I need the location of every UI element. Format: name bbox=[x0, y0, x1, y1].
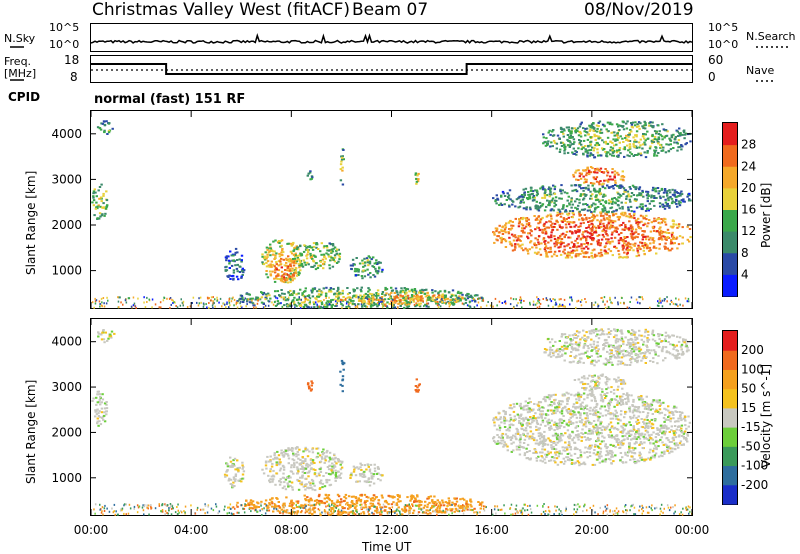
data-region-power-0 bbox=[91, 183, 109, 220]
y-tick-label: 4000 bbox=[51, 335, 82, 349]
velocity-colorbar-tick: 50 bbox=[741, 382, 756, 396]
data-region-velocity-3 bbox=[261, 446, 344, 492]
velocity-colorbar-tick: 15 bbox=[741, 401, 756, 415]
velocity-swatch bbox=[723, 331, 737, 351]
power-swatch bbox=[723, 274, 737, 297]
x-axis-label: Time UT bbox=[362, 540, 412, 554]
power-swatch bbox=[723, 166, 737, 189]
ground-scatter-power bbox=[91, 296, 690, 309]
nsearch-label: N.Search bbox=[746, 30, 796, 43]
power-swatch bbox=[723, 123, 737, 146]
data-region-power-5 bbox=[292, 242, 342, 271]
data-region-velocity-6 bbox=[492, 391, 692, 467]
freq-tick-low: 8 bbox=[70, 70, 78, 84]
data-region-power-2 bbox=[224, 247, 246, 281]
nave-tick-low: 0 bbox=[708, 70, 716, 84]
y-tick-label: 1000 bbox=[51, 264, 82, 278]
data-region-velocity-2 bbox=[223, 456, 246, 489]
velocity-colorbar-tick: 200 bbox=[741, 343, 764, 357]
freq-label: Freq. bbox=[4, 55, 32, 68]
x-tick-label: 04:00 bbox=[174, 523, 209, 537]
x-tick-label: 20:00 bbox=[575, 523, 610, 537]
power-colorbar-tick: 4 bbox=[741, 267, 749, 281]
data-region-velocity-10 bbox=[339, 359, 346, 393]
data-region-power-12 bbox=[542, 120, 692, 159]
data-region-power-10 bbox=[492, 184, 692, 214]
cpid-value: normal (fast) 151 RF bbox=[94, 92, 246, 107]
data-region-power-11 bbox=[572, 166, 626, 186]
nave-label: Nave bbox=[746, 64, 775, 77]
y-tick-label: 2000 bbox=[51, 218, 82, 232]
data-region-velocity-7 bbox=[573, 373, 627, 394]
nsky-tick-low: 10^0 bbox=[49, 38, 80, 51]
velocity-swatch bbox=[723, 369, 737, 390]
nsky-series-line bbox=[90, 32, 693, 45]
power-swatch bbox=[723, 231, 737, 254]
velocity-swatch bbox=[723, 484, 737, 505]
ground-scatter-velocity bbox=[93, 503, 693, 516]
freq-tick-high: 18 bbox=[64, 53, 80, 67]
data-region-velocity-0 bbox=[91, 390, 109, 427]
y-tick-label: 2000 bbox=[51, 425, 82, 439]
power-colorbar-tick: 20 bbox=[741, 181, 756, 195]
power-colorbar-tick: 16 bbox=[741, 203, 756, 217]
data-region-power-13 bbox=[306, 170, 314, 181]
freq-unit: [MHz] bbox=[4, 67, 37, 80]
y-tick-label: 4000 bbox=[51, 127, 82, 141]
x-tick-label: 16:00 bbox=[474, 523, 509, 537]
velocity-swatch bbox=[723, 407, 737, 428]
nsky-label: N.Sky bbox=[4, 32, 36, 45]
power-swatch bbox=[723, 144, 737, 167]
chart-title: Christmas Valley West (fitACF) bbox=[92, 0, 351, 20]
nsky-panel bbox=[90, 23, 693, 52]
velocity-swatch bbox=[723, 446, 737, 467]
data-region-velocity-8 bbox=[543, 328, 690, 367]
y-tick-label: 3000 bbox=[51, 380, 82, 394]
data-region-power-6 bbox=[349, 255, 384, 280]
velocity-colorbar-tick: -15 bbox=[741, 420, 761, 434]
data-region-power-14 bbox=[339, 148, 345, 186]
data-region-velocity-9 bbox=[306, 380, 314, 392]
velocity-swatch bbox=[723, 465, 737, 486]
cpid-label: CPID bbox=[8, 90, 41, 104]
power-colorbar-tick: 28 bbox=[741, 138, 756, 152]
data-region-velocity-1 bbox=[97, 329, 116, 344]
x-tick-label: 00:00 bbox=[74, 523, 109, 537]
freq-series-line bbox=[91, 63, 692, 75]
velocity-swatch bbox=[723, 388, 737, 409]
nsearch-tick-low: 10^0 bbox=[708, 38, 739, 51]
nave-tick-high: 60 bbox=[708, 53, 724, 67]
y-tick-label: 1000 bbox=[51, 471, 82, 485]
data-region-power-15 bbox=[414, 172, 420, 185]
velocity-colorbar-tick: -50 bbox=[741, 439, 761, 453]
x-tick-label: 12:00 bbox=[374, 523, 409, 537]
data-region-power-9 bbox=[492, 211, 692, 259]
velocity-colorbar-tick: -200 bbox=[741, 478, 768, 492]
velocity-swatch bbox=[723, 427, 737, 447]
power-colorbar-tick: 8 bbox=[741, 246, 749, 260]
power-colorbar-tick: 12 bbox=[741, 224, 756, 238]
power-panel bbox=[90, 110, 693, 309]
data-region-power-4 bbox=[271, 258, 299, 283]
freq-panel bbox=[90, 55, 693, 83]
date-label: 08/Nov/2019 bbox=[584, 0, 694, 20]
y-tick-label: 3000 bbox=[51, 172, 82, 186]
beam-label: Beam 07 bbox=[352, 0, 429, 20]
power-swatch bbox=[723, 209, 737, 232]
x-tick-label: 08:00 bbox=[274, 523, 309, 537]
power-colorbar-tick: 24 bbox=[741, 159, 756, 173]
power-swatch bbox=[723, 252, 737, 275]
data-region-velocity-11 bbox=[414, 378, 421, 393]
nsearch-tick-high: 10^5 bbox=[708, 21, 739, 34]
data-region-velocity-4 bbox=[349, 462, 384, 487]
velocity-colorbar-tick: 100 bbox=[741, 362, 764, 376]
power-swatch bbox=[723, 187, 737, 210]
nsky-tick-high: 10^5 bbox=[49, 21, 80, 34]
velocity-colorbar-tick: -100 bbox=[741, 459, 768, 473]
x-tick-label: 00:00 bbox=[675, 523, 710, 537]
data-region-power-1 bbox=[96, 120, 114, 135]
velocity-swatch bbox=[723, 350, 737, 370]
